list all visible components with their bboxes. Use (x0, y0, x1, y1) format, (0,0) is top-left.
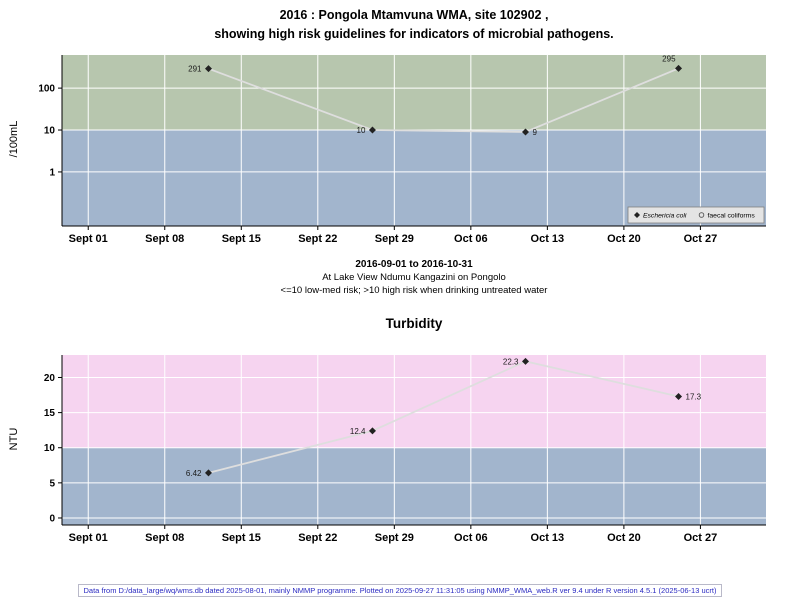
footer: Data from D:/data_large/wq/wms.db dated … (0, 580, 800, 598)
data-point-marker (368, 427, 376, 435)
data-point-label: 6.42 (186, 469, 202, 478)
x-axis-tick-label: Oct 20 (607, 532, 641, 544)
risk-guideline-caption: <=10 low-med risk; >10 high risk when dr… (280, 285, 548, 296)
microbial-pathogens-chart: 291 10 9 295 Sept 01 Sept 08 Sept 15 Sept 22 Sep… (38, 54, 766, 245)
x-axis-tick-label: Oct 06 (454, 233, 488, 245)
legend-label: faecal coliforms (708, 213, 756, 220)
low-risk-band (62, 447, 766, 525)
x-axis-tick-label: Sept 01 (69, 233, 108, 245)
data-point-label: 17.3 (686, 392, 702, 401)
legend-label: Eschericia coli (643, 213, 687, 220)
x-axis-tick-label: Sept 08 (145, 233, 184, 245)
high-risk-band (62, 55, 766, 131)
x-axis-tick-label: Oct 27 (684, 532, 718, 544)
x-axis-tick-label: Oct 27 (684, 233, 718, 245)
y-axis-tick-label: 15 (44, 408, 56, 419)
x-axis-tick-label: Oct 20 (607, 233, 641, 245)
data-point-marker (204, 469, 212, 477)
x-axis-tick-label: Sept 15 (222, 532, 261, 544)
turbidity-title: Turbidity (385, 316, 443, 331)
data-point-label: 295 (662, 54, 676, 63)
data-point-marker (675, 64, 683, 72)
y-axis-tick-label: 100 (38, 84, 55, 95)
x-axis-tick-label: Sept 29 (375, 532, 414, 544)
y-axis-tick-label: 0 (49, 513, 55, 524)
chart-title-line-1: 2016 : Pongola Mtamvuna WMA, site 102902… (279, 8, 549, 22)
turbidity-chart: 6.42 12.4 22.3 17.3 Sept 01 Sept 08 Sept 15 Sep… (44, 355, 766, 544)
x-axis-tick-label: Sept 08 (145, 532, 184, 544)
data-point-marker (675, 392, 683, 400)
y-axis-tick-label: 5 (49, 478, 55, 489)
x-axis-tick-label: Sept 15 (222, 233, 261, 245)
y-axis-tick-label: 20 (44, 373, 56, 384)
legend-box (627, 206, 765, 224)
data-point-label: 12.4 (350, 427, 366, 436)
bottom-chart-y-axis-label: NTU (8, 427, 20, 451)
x-axis-tick-label: Oct 13 (531, 532, 565, 544)
series-line (208, 67, 679, 133)
data-point-marker (522, 357, 530, 365)
x-axis-tick-label: Sept 01 (69, 532, 108, 544)
x-axis-tick-label: Oct 06 (454, 532, 488, 544)
data-point-marker (522, 128, 530, 136)
y-axis-tick-label: 1 (49, 167, 55, 178)
x-axis-tick-label: Sept 29 (375, 233, 414, 245)
high-risk-band (62, 355, 766, 448)
footer-provenance-note: Data from D:/data_large/wq/wms.db dated … (77, 584, 723, 597)
data-point-label: 291 (188, 65, 202, 74)
legend-circle-marker (698, 212, 705, 218)
x-axis-tick-label: Sept 22 (298, 233, 337, 245)
data-point-marker (368, 126, 376, 134)
data-point-label: 10 (357, 126, 366, 135)
series-line (208, 360, 679, 474)
y-axis-tick-label: 10 (44, 443, 56, 454)
legend-diamond-marker (634, 212, 640, 218)
date-range-caption: 2016-09-01 to 2016-10-31 (355, 259, 473, 270)
data-point-label: 22.3 (503, 357, 519, 366)
x-axis-tick-label: Oct 13 (531, 233, 565, 245)
y-axis-tick-label: 10 (44, 126, 56, 137)
top-chart-y-axis-label: /100mL (8, 120, 20, 158)
data-point-marker (204, 65, 212, 73)
chart-title-line-2: showing high risk guidelines for indicat… (214, 27, 614, 41)
data-point-label: 9 (533, 128, 538, 137)
site-location-caption: At Lake View Ndumu Kangazini on Pongolo (322, 272, 506, 283)
x-axis-tick-label: Sept 22 (298, 532, 337, 544)
